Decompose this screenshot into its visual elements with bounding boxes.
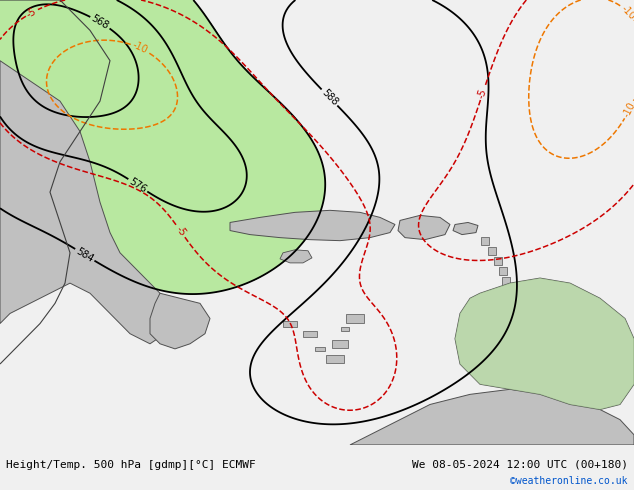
Polygon shape [494,257,502,265]
Text: 576: 576 [127,176,148,195]
Polygon shape [280,250,312,263]
Polygon shape [316,347,324,351]
Polygon shape [335,342,345,346]
Text: We 08-05-2024 12:00 UTC (00+180): We 08-05-2024 12:00 UTC (00+180) [411,460,628,469]
Text: Height/Temp. 500 hPa [gdmp][°C] ECMWF: Height/Temp. 500 hPa [gdmp][°C] ECMWF [6,460,256,469]
Polygon shape [455,278,634,410]
Polygon shape [488,247,496,255]
Polygon shape [504,289,512,297]
Text: ©weatheronline.co.uk: ©weatheronline.co.uk [510,476,628,486]
Polygon shape [499,267,507,275]
Polygon shape [150,293,210,349]
Polygon shape [350,389,634,445]
Text: -10: -10 [621,100,634,119]
Polygon shape [455,278,634,410]
Text: 584: 584 [74,245,95,264]
Polygon shape [230,210,395,241]
Polygon shape [0,61,170,344]
Polygon shape [398,216,450,240]
Polygon shape [502,277,510,285]
Polygon shape [453,222,478,235]
Polygon shape [284,320,296,327]
Text: -5: -5 [476,87,489,99]
Polygon shape [340,327,350,331]
Text: -5: -5 [174,225,188,239]
Text: -10: -10 [131,40,149,56]
Text: -5: -5 [25,6,39,20]
Polygon shape [329,356,341,362]
Text: 568: 568 [89,13,111,31]
Polygon shape [351,317,359,320]
Polygon shape [304,331,316,337]
Polygon shape [481,237,489,245]
Text: -10: -10 [619,3,634,22]
Polygon shape [501,301,509,309]
Text: 588: 588 [320,87,340,108]
